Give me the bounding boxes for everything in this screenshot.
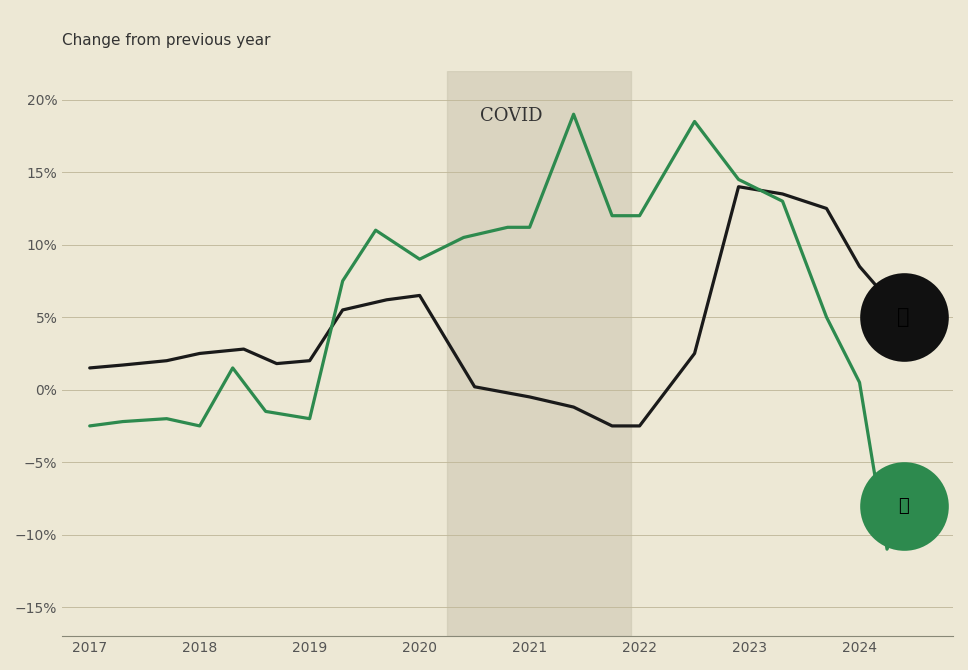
Text: 🐄: 🐄: [898, 496, 909, 515]
Text: COVID: COVID: [480, 107, 543, 125]
Point: [895, 312, 911, 322]
Text: Change from previous year: Change from previous year: [62, 33, 271, 48]
Point: [895, 500, 911, 511]
Text: 🍔: 🍔: [897, 307, 910, 327]
Bar: [447, 71, 631, 636]
